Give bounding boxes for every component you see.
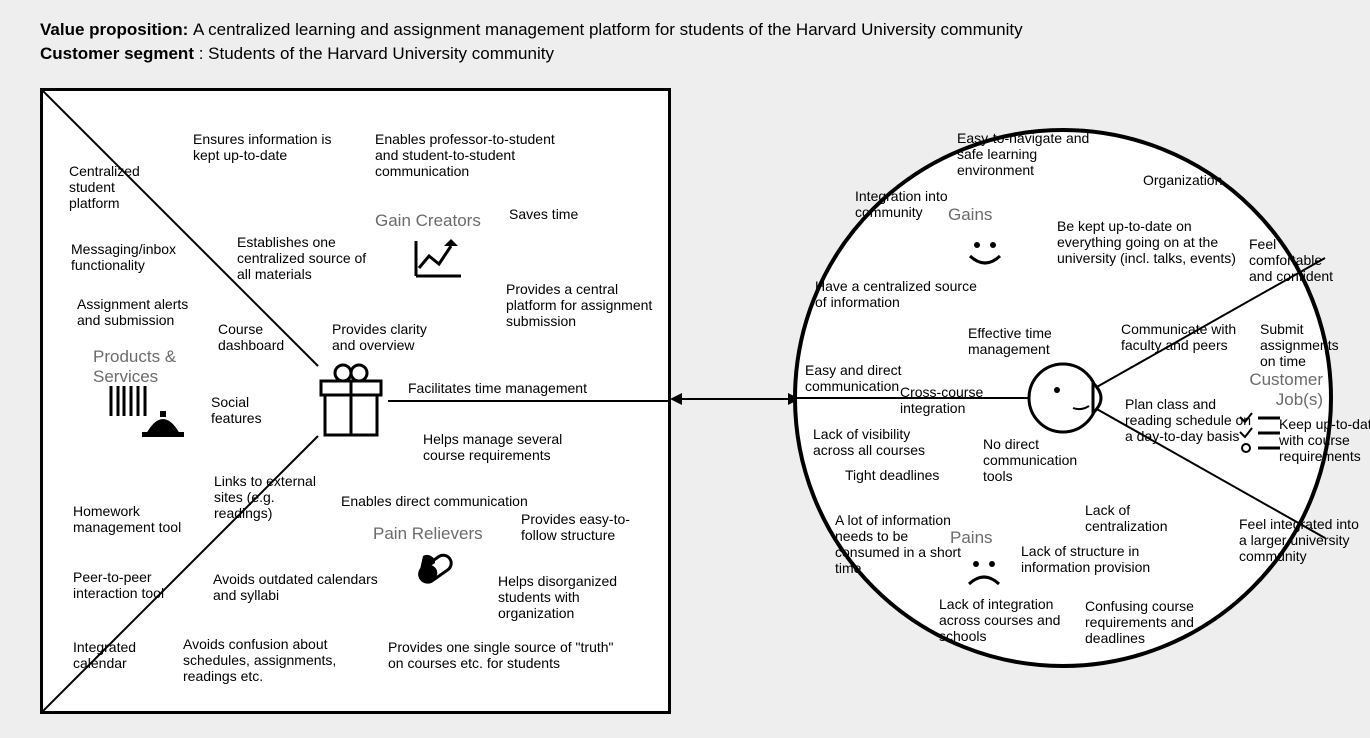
circle-text-item: Lack of visibility across all courses [813, 426, 953, 458]
square-text-item: Enables professor-to-student and student… [375, 131, 575, 179]
customer-profile-circle: Gains Pains Customer Job(s) Integration … [785, 88, 1325, 708]
square-text-item: Saves time [509, 206, 609, 222]
header: Value proposition: A centralized learnin… [40, 18, 1023, 66]
square-text-item: Provides easy-to-follow structure [521, 511, 651, 543]
square-text-item: Ensures information is kept up-to-date [193, 131, 343, 163]
cs-label: Customer segment [40, 44, 194, 63]
square-text-item: Establishes one centralized source of al… [237, 234, 367, 282]
square-text-item: Peer-to-peer interaction tool [73, 569, 203, 601]
circle-text-item: Plan class and reading schedule on a day… [1125, 396, 1255, 444]
circle-text-item: No direct communication tools [983, 436, 1103, 484]
square-text-item: Provides clarity and overview [332, 321, 452, 353]
square-text-item: Homework management tool [73, 503, 193, 535]
section-products-services: Products & Services [93, 347, 203, 387]
chart-up-icon [411, 236, 466, 281]
vp-canvas: Products & Services Gain Creators Pain R… [30, 78, 1340, 718]
cs-text: : Students of the Harvard University com… [199, 44, 554, 63]
circle-text-item: Effective time management [968, 325, 1078, 357]
square-text-item: Helps disorganized students with organiz… [498, 573, 648, 621]
circle-text-item: Lack of structure in information provisi… [1021, 543, 1161, 575]
square-text-item: Social features [211, 394, 281, 426]
square-text-item: Helps manage several course requirements [423, 431, 593, 463]
value-proposition-square: Products & Services Gain Creators Pain R… [40, 88, 671, 714]
pill-icon [413, 546, 458, 591]
circle-text-item: Keep up-to-date with course requirements [1279, 416, 1370, 464]
square-text-item: Centralized student platform [69, 163, 159, 211]
square-text-item: Integrated calendar [73, 639, 163, 671]
square-text-item: Course dashboard [218, 321, 308, 353]
circle-text-item: Feel comfortable and confident [1249, 236, 1339, 284]
square-text-item: Provides one single source of "truth" on… [388, 639, 618, 671]
circle-text-item: Submit assignments on time [1260, 321, 1355, 369]
circle-text-item: Lack of integration across courses and s… [939, 596, 1079, 644]
vp-text: A centralized learning and assignment ma… [193, 20, 1023, 39]
square-text-item: Provides a central platform for assignme… [506, 281, 656, 329]
square-text-item: Messaging/inbox functionality [71, 241, 211, 273]
section-gain-creators: Gain Creators [375, 211, 481, 231]
circle-text-item: Tight deadlines [845, 467, 965, 483]
circle-text-item: Cross-course integration [900, 384, 1010, 416]
circle-text-item: Organization [1143, 172, 1263, 188]
square-text-item: Avoids outdated calendars and syllabi [213, 571, 383, 603]
circle-text-item: Feel integrated into a larger university… [1239, 516, 1359, 564]
circle-text-item: Lack of centralization [1085, 502, 1185, 534]
circle-text-item: Communicate with faculty and peers [1121, 321, 1271, 353]
vp-label: Value proposition: [40, 20, 193, 39]
square-text-item: Assignment alerts and submission [77, 296, 197, 328]
circle-text-item: Easy-to-navigate and safe learning envir… [957, 130, 1117, 178]
circle-text-item: Have a centralized source of information [815, 278, 985, 310]
connector-line [680, 398, 790, 400]
products-services-icon [108, 384, 188, 439]
square-text-item: Enables direct communication [341, 493, 561, 509]
gift-icon [311, 361, 391, 441]
square-text-item: Avoids confusion about schedules, assign… [183, 636, 393, 684]
square-text-item: Links to external sites (e.g. readings) [214, 473, 334, 521]
circle-text-item: Be kept up-to-date on everything going o… [1057, 218, 1257, 266]
circle-text-item: A lot of information needs to be consume… [835, 512, 965, 576]
square-text-item: Facilitates time management [408, 380, 628, 396]
section-pain-relievers: Pain Relievers [373, 524, 483, 544]
circle-text-item: Integration into community [855, 188, 975, 220]
circle-text-item: Confusing course requirements and deadli… [1085, 598, 1245, 646]
